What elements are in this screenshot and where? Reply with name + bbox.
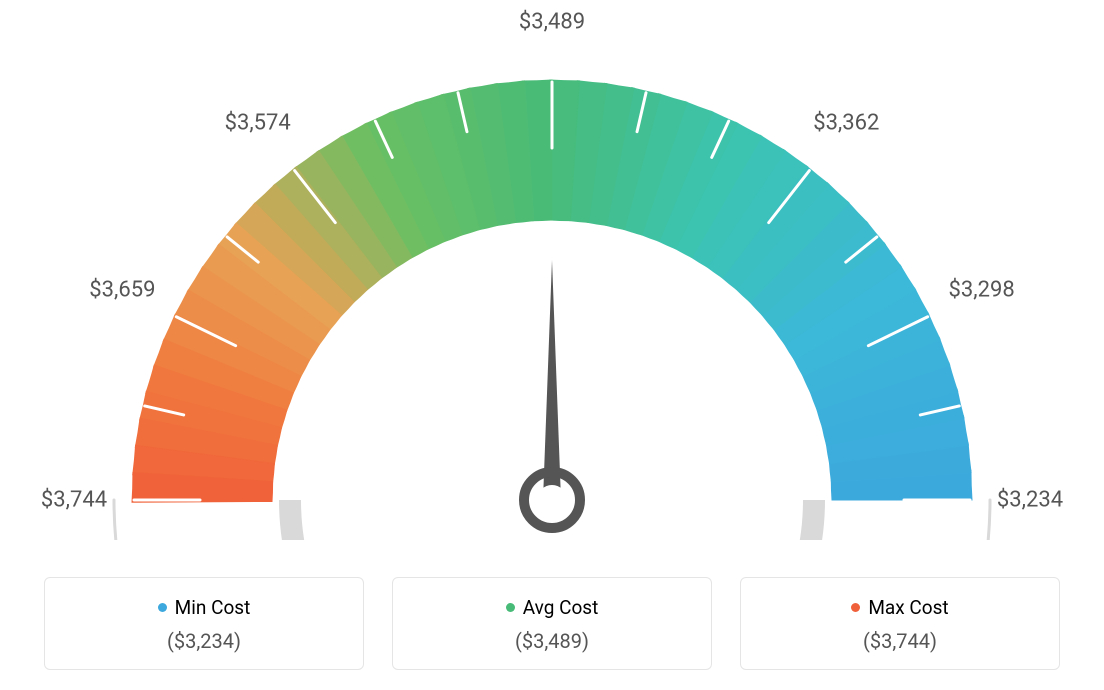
legend-card-min: Min Cost ($3,234) xyxy=(44,577,364,670)
gauge-tick-label: $3,234 xyxy=(997,488,1063,513)
legend-row: Min Cost ($3,234) Avg Cost ($3,489) Max … xyxy=(0,577,1104,670)
legend-title-avg: Avg Cost xyxy=(506,596,599,619)
legend-title-max: Max Cost xyxy=(851,596,948,619)
legend-value-max: ($3,744) xyxy=(751,629,1049,653)
gauge-tick-label: $3,659 xyxy=(89,278,155,303)
legend-value-min: ($3,234) xyxy=(55,629,353,653)
legend-value-avg: ($3,489) xyxy=(403,629,701,653)
gauge-chart: $3,234 $3,298 $3,362 $3,489 $3,574 $3,659 $3,7… xyxy=(0,0,1104,540)
gauge-tick-label: $3,298 xyxy=(949,278,1015,303)
legend-card-avg: Avg Cost ($3,489) xyxy=(392,577,712,670)
gauge-svg xyxy=(0,0,1104,540)
legend-title-text: Max Cost xyxy=(868,596,948,619)
gauge-tick-label: $3,362 xyxy=(813,111,879,136)
dot-icon xyxy=(506,603,515,612)
gauge-tick-label: $3,744 xyxy=(41,488,107,513)
dot-icon xyxy=(851,603,860,612)
legend-card-max: Max Cost ($3,744) xyxy=(740,577,1060,670)
gauge-tick-label: $3,574 xyxy=(225,111,291,136)
legend-title-text: Min Cost xyxy=(175,596,251,619)
legend-title-text: Avg Cost xyxy=(523,596,599,619)
dot-icon xyxy=(158,603,167,612)
legend-title-min: Min Cost xyxy=(158,596,251,619)
gauge-tick-label: $3,489 xyxy=(519,10,585,35)
